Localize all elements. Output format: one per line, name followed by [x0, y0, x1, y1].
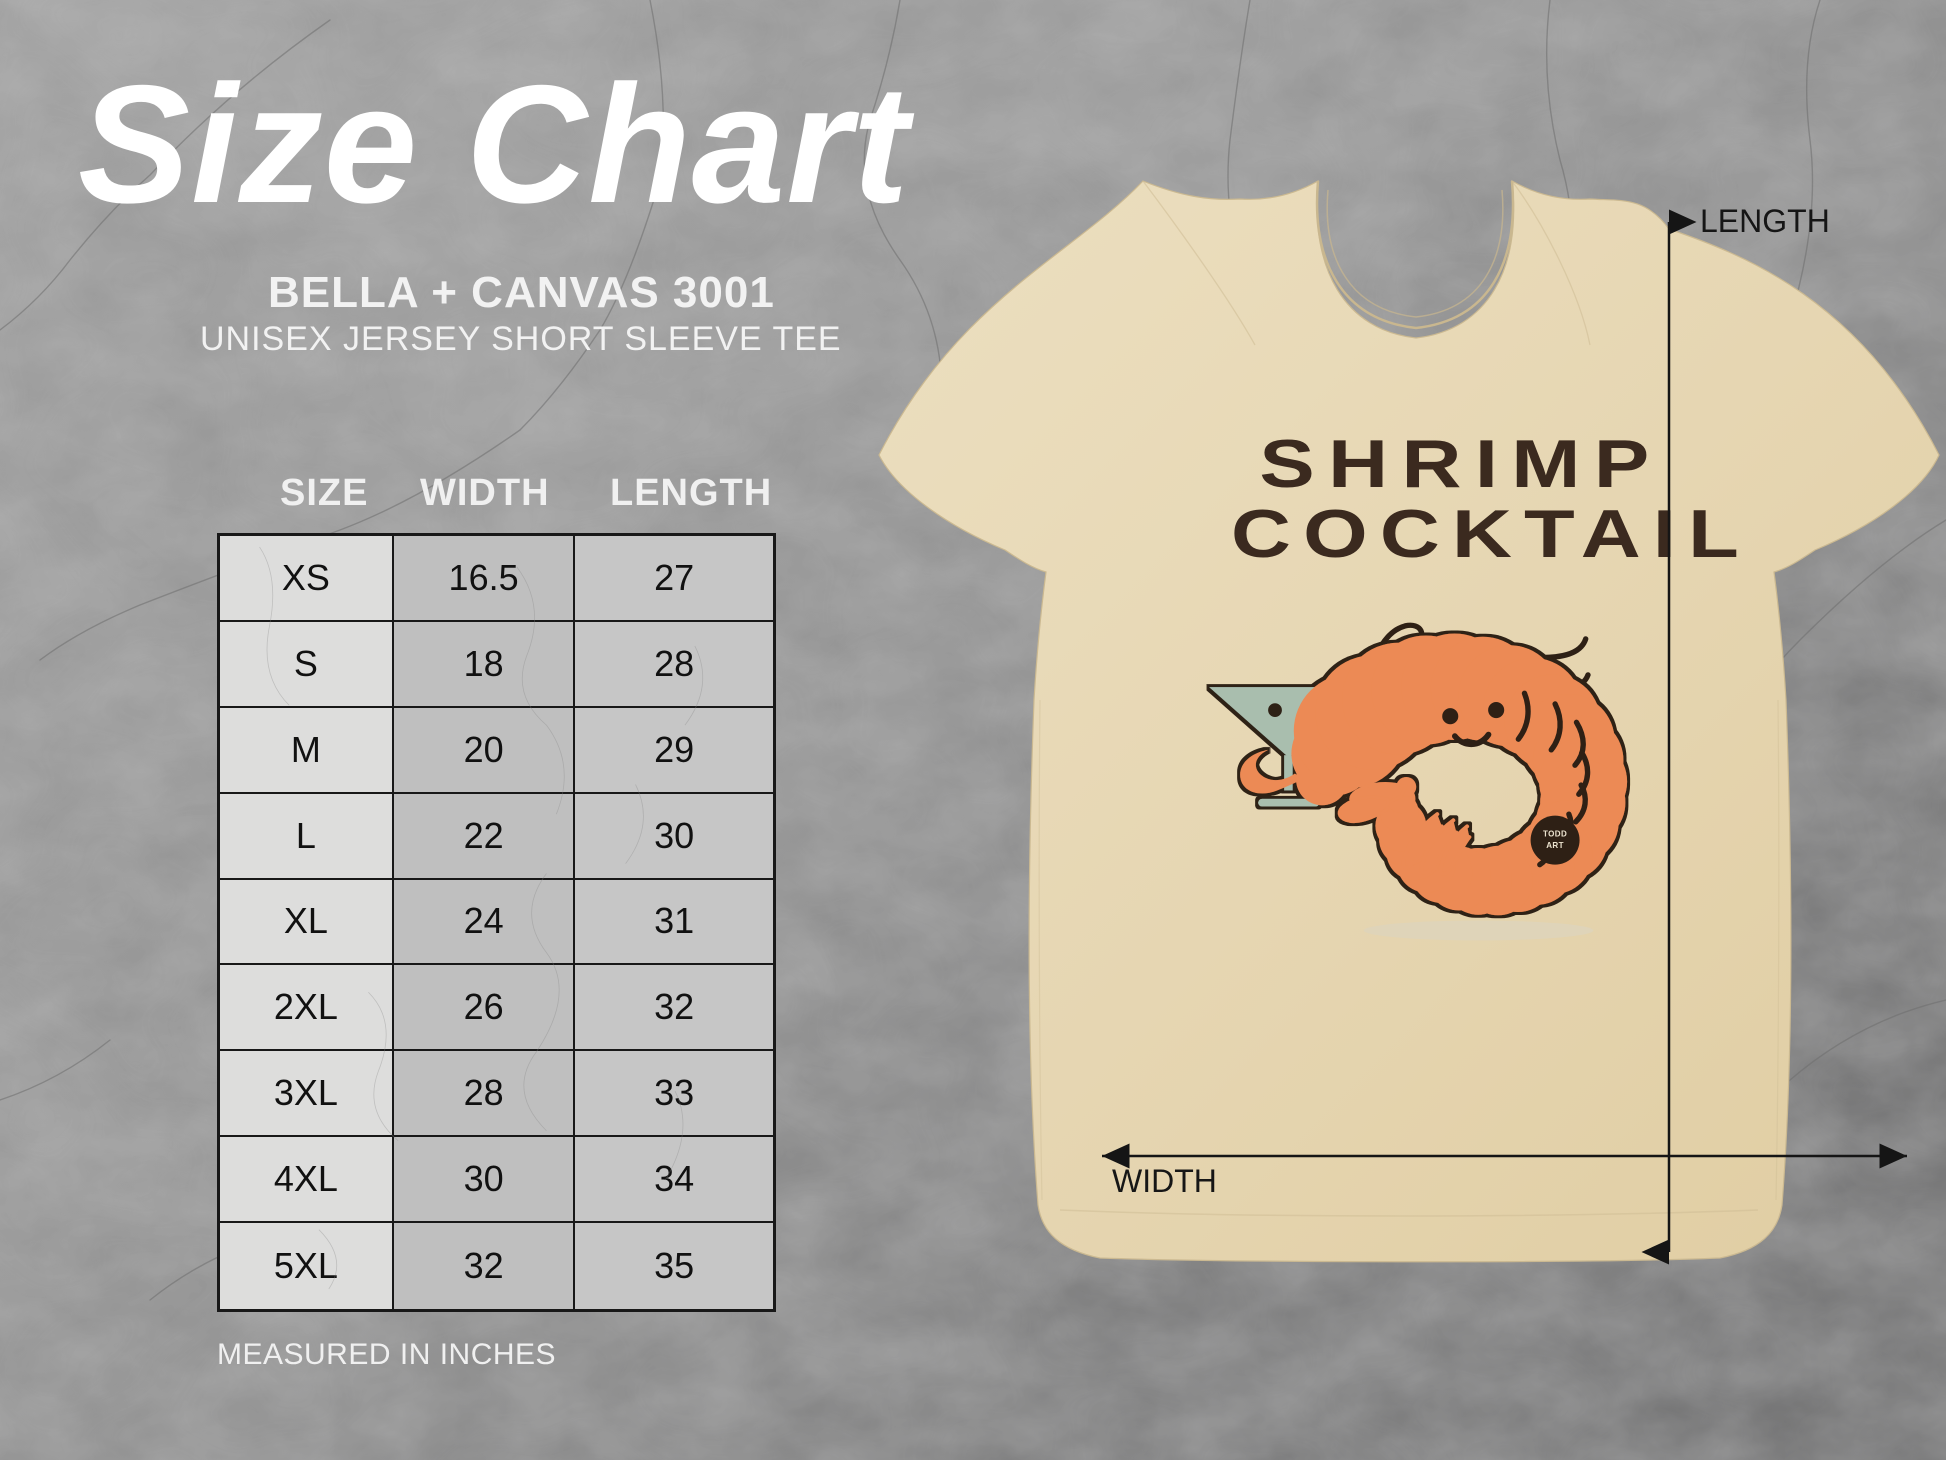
svg-text:TODD: TODD [1543, 829, 1567, 838]
svg-text:ART: ART [1546, 841, 1564, 850]
